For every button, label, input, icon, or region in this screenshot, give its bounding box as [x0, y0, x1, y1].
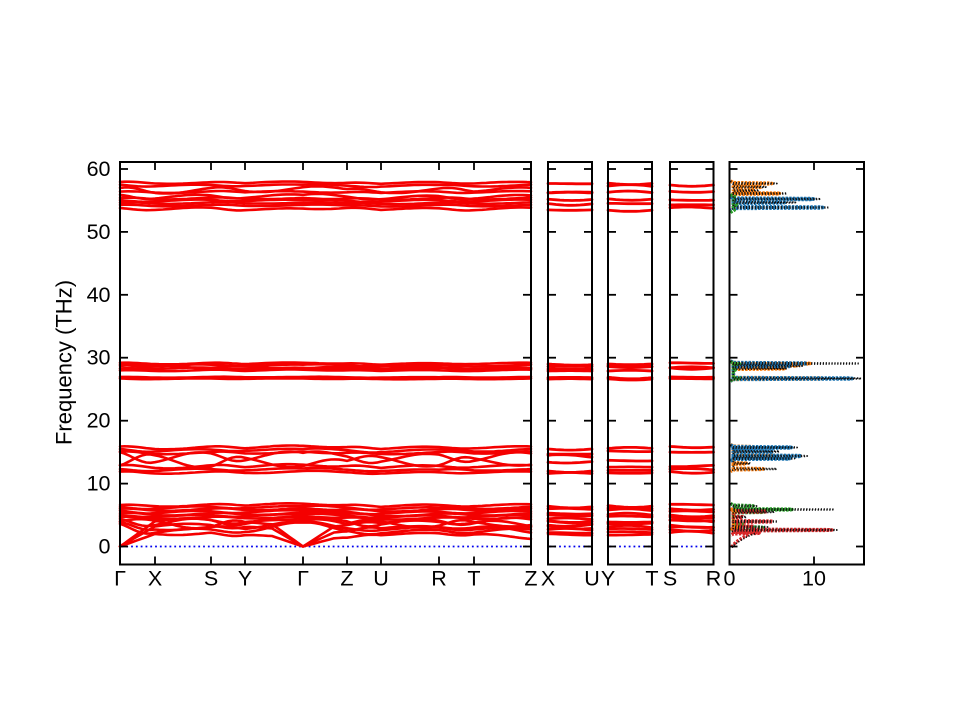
svg-text:40: 40	[87, 283, 111, 307]
svg-text:30: 30	[87, 346, 111, 370]
svg-text:X: X	[541, 567, 555, 591]
svg-text:X: X	[148, 567, 162, 591]
svg-text:T: T	[467, 567, 480, 591]
svg-text:10: 10	[802, 567, 826, 591]
svg-text:Y: Y	[601, 567, 615, 591]
svg-text:R: R	[431, 567, 447, 591]
svg-text:U: U	[584, 567, 600, 591]
svg-text:Γ: Γ	[114, 567, 126, 591]
svg-text:60: 60	[87, 157, 111, 181]
svg-text:R: R	[706, 567, 722, 591]
svg-text:Z: Z	[340, 567, 353, 591]
svg-text:S: S	[663, 567, 677, 591]
svg-text:Γ: Γ	[297, 567, 309, 591]
svg-text:U: U	[373, 567, 389, 591]
svg-text:0: 0	[99, 535, 111, 559]
svg-text:Z: Z	[524, 567, 537, 591]
svg-text:Y: Y	[238, 567, 252, 591]
svg-text:10: 10	[87, 472, 111, 496]
svg-text:Frequency (THz): Frequency (THz)	[52, 280, 77, 445]
svg-text:S: S	[204, 567, 218, 591]
svg-text:20: 20	[87, 409, 111, 433]
svg-text:50: 50	[87, 220, 111, 244]
svg-text:0: 0	[724, 567, 736, 591]
svg-text:T: T	[645, 567, 658, 591]
